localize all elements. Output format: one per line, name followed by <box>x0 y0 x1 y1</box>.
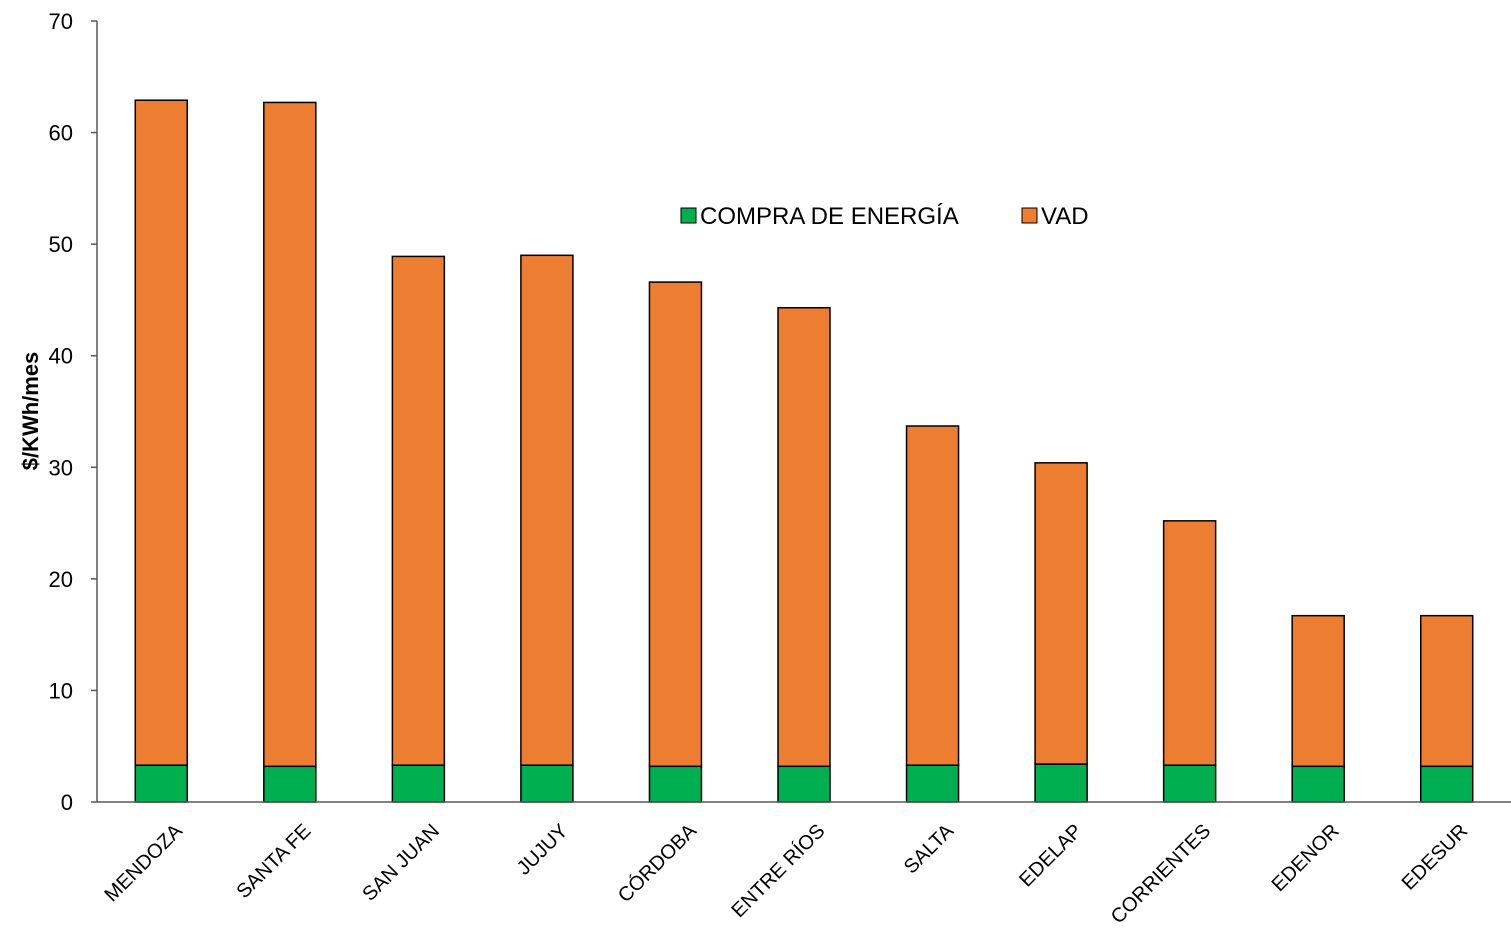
y-tick-label: 20 <box>49 567 73 592</box>
bar-segment-vad <box>520 254 574 766</box>
y-tick-label: 70 <box>49 9 73 34</box>
x-category-label: EDESUR <box>1398 820 1473 895</box>
bar-segment-vad <box>905 425 960 766</box>
x-category-label: SALTA <box>900 820 959 879</box>
bar-segment-compra-de-energia <box>263 765 317 803</box>
bar-segment-compra-de-energia <box>134 764 189 803</box>
x-axis-category-labels: MENDOZA SANTA FE SAN JUAN JUJUY CÓRDOBA ENTRE… <box>101 819 1473 928</box>
bar-segment-compra-de-energia <box>391 764 446 803</box>
bar-segment-vad <box>1162 520 1217 766</box>
bar-segment-vad <box>1034 462 1088 765</box>
bar-segment-vad <box>134 99 189 766</box>
bar-segment-compra-de-energia <box>520 764 574 803</box>
y-tick-label: 10 <box>49 678 73 703</box>
x-category-label: EDENOR <box>1268 820 1344 896</box>
bar-segment-compra-de-energia <box>905 764 960 803</box>
y-tick-label: 0 <box>61 790 73 815</box>
bar-segment-compra-de-energia <box>1162 764 1217 803</box>
x-category-label: SAN JUAN <box>358 820 443 905</box>
x-category-label: SANTA FE <box>232 820 315 903</box>
bar-segment-compra-de-energia <box>1034 763 1088 803</box>
x-category-label: MENDOZA <box>101 820 188 907</box>
y-axis-title: $/KWh/mes <box>18 352 43 471</box>
x-category-label: CORRIENTES <box>1107 820 1215 928</box>
legend: COMPRA DE ENERGÍA VAD <box>680 203 1089 230</box>
legend-label: COMPRA DE ENERGÍA <box>700 203 959 230</box>
legend-swatch <box>680 207 697 224</box>
bar-segment-compra-de-energia <box>777 765 831 803</box>
x-category-label: EDELAP <box>1015 820 1086 891</box>
y-tick-label: 40 <box>49 344 73 369</box>
x-category-label: JUJUY <box>513 820 573 880</box>
x-category-label: CÓRDOBA <box>613 819 701 907</box>
bar-segment-vad <box>391 255 446 766</box>
x-category-label: ENTRE RÍOS <box>727 819 830 922</box>
bar-segment-compra-de-energia <box>1291 765 1345 803</box>
bars-group <box>134 99 1474 803</box>
y-tick-label: 30 <box>49 455 73 480</box>
bar-segment-vad <box>648 281 703 768</box>
legend-swatch <box>1021 207 1038 224</box>
y-tick-label: 50 <box>49 232 73 257</box>
bar-segment-vad <box>263 101 317 768</box>
y-tick-label: 60 <box>49 121 73 146</box>
legend-label: VAD <box>1041 203 1089 230</box>
y-axis-ticks: 0 10 20 30 40 50 60 70 <box>49 9 97 815</box>
bar-segment-vad <box>1419 614 1474 768</box>
bar-segment-vad <box>777 306 831 768</box>
bar-segment-compra-de-energia <box>648 765 703 803</box>
bar-segment-compra-de-energia <box>1419 765 1474 803</box>
bar-segment-vad <box>1291 614 1345 768</box>
